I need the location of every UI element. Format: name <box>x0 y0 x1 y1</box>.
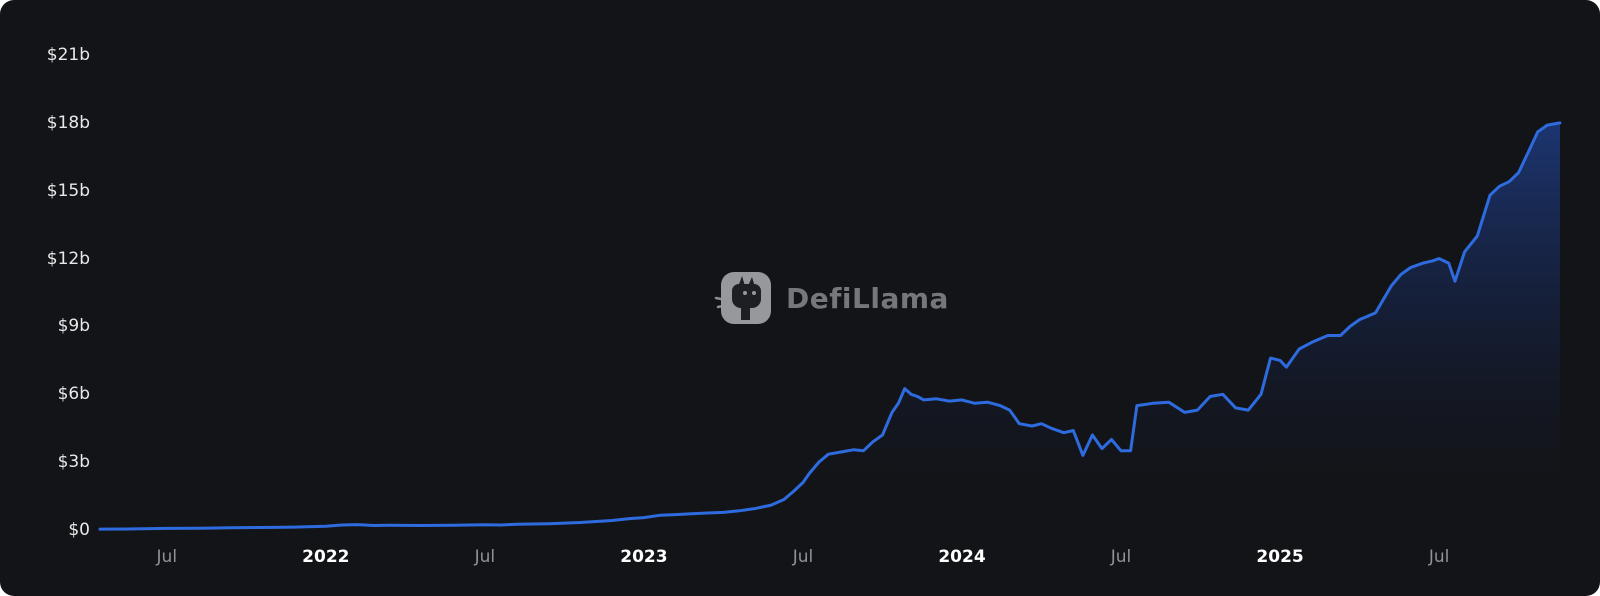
x-axis-tick: Jul <box>792 547 814 567</box>
tvl-line <box>98 121 1562 531</box>
y-axis-tick: $15b <box>46 180 90 201</box>
y-axis-tick: $9b <box>57 316 90 337</box>
x-axis-tick: 2024 <box>938 547 986 567</box>
x-axis-tick: 2025 <box>1256 547 1304 567</box>
x-axis-tick: Jul <box>1428 547 1450 567</box>
x-axis-tick: Jul <box>1110 547 1132 567</box>
y-axis-tick: $21b <box>46 45 90 65</box>
y-axis-tick: $12b <box>46 248 90 269</box>
x-axis-tick: 2022 <box>302 547 350 567</box>
x-axis-tick: Jul <box>474 547 496 567</box>
tvl-area-fill <box>100 122 1560 531</box>
y-axis-tick: $6b <box>57 384 90 405</box>
y-axis-tick: $0 <box>68 520 90 540</box>
y-axis-tick: $18b <box>46 112 90 133</box>
y-axis-tick: $3b <box>57 452 90 473</box>
x-axis-tick: Jul <box>156 547 178 567</box>
x-axis-tick: 2023 <box>620 547 668 567</box>
